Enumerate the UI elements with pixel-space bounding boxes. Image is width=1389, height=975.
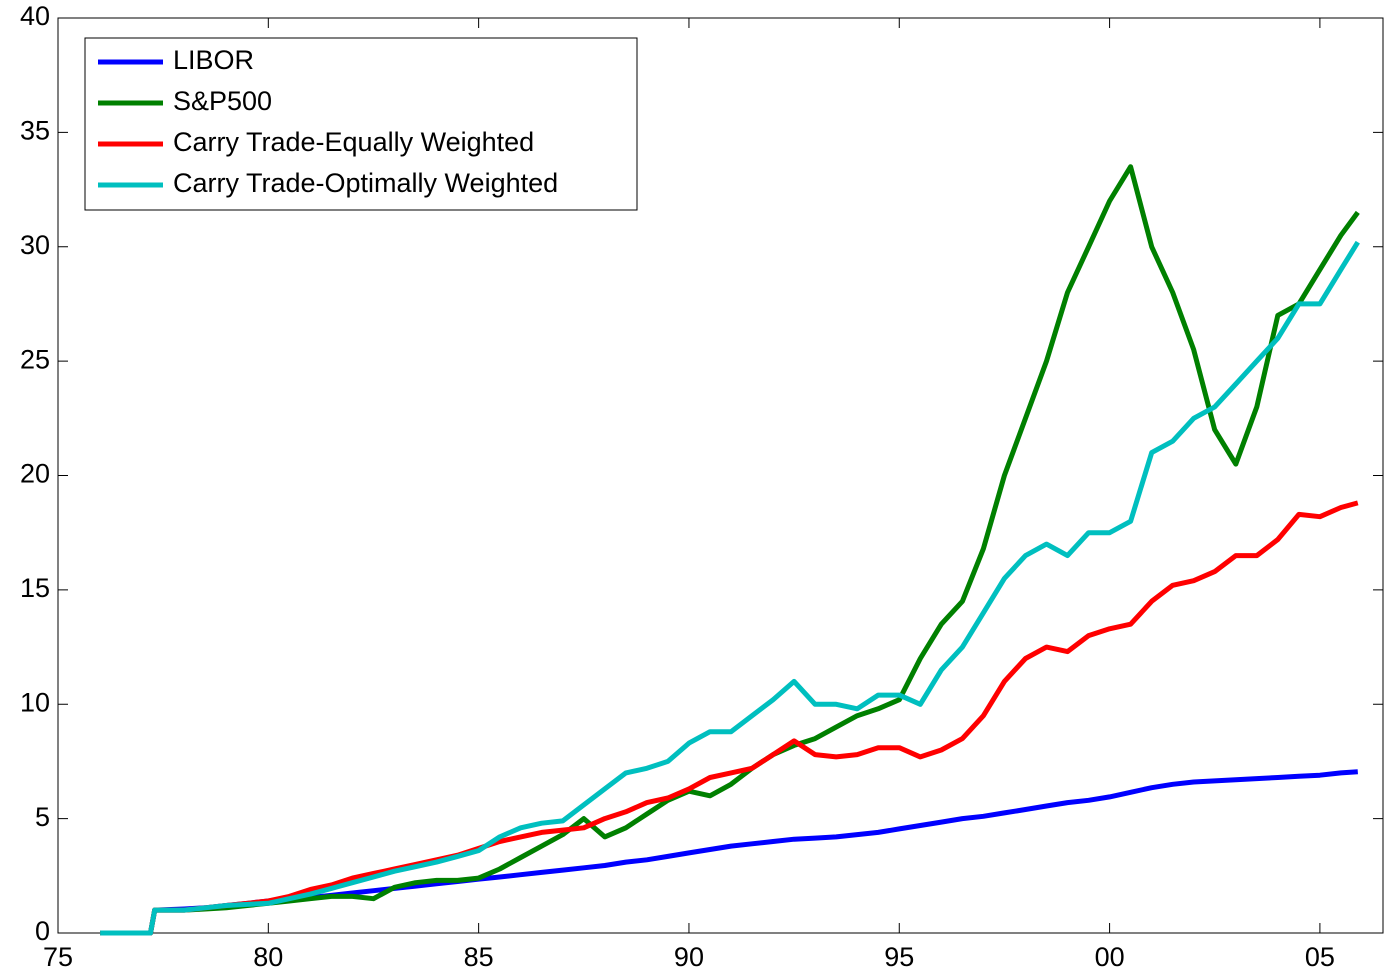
x-tick-label: 05 [1305, 942, 1335, 972]
legend-label: LIBOR [173, 45, 254, 75]
y-tick-label: 30 [20, 230, 50, 260]
series-line [100, 164, 1360, 936]
legend-box [84, 37, 638, 211]
y-tick-label: 0 [35, 916, 50, 946]
y-tick-label: 35 [20, 116, 50, 146]
x-tick-label: 95 [884, 942, 914, 972]
y-tick-label: 40 [20, 1, 50, 31]
x-tick-label: 00 [1095, 942, 1125, 972]
y-tick-label: 25 [20, 344, 50, 374]
y-tick-label: 15 [20, 573, 50, 603]
series-line [100, 240, 1360, 936]
x-tick-label: 80 [253, 942, 283, 972]
y-tick-label: 20 [20, 459, 50, 489]
legend-label: Carry Trade-Equally Weighted [173, 127, 534, 157]
y-tick-label: 5 [35, 802, 50, 832]
y-tick-label: 10 [20, 687, 50, 717]
x-tick-label: 85 [464, 942, 494, 972]
legend-label: S&P500 [173, 86, 272, 116]
series-line [100, 500, 1359, 936]
x-tick-label: 90 [674, 942, 704, 972]
legend-label: Carry Trade-Optimally Weighted [173, 168, 558, 198]
x-tick-label: 75 [43, 942, 73, 972]
